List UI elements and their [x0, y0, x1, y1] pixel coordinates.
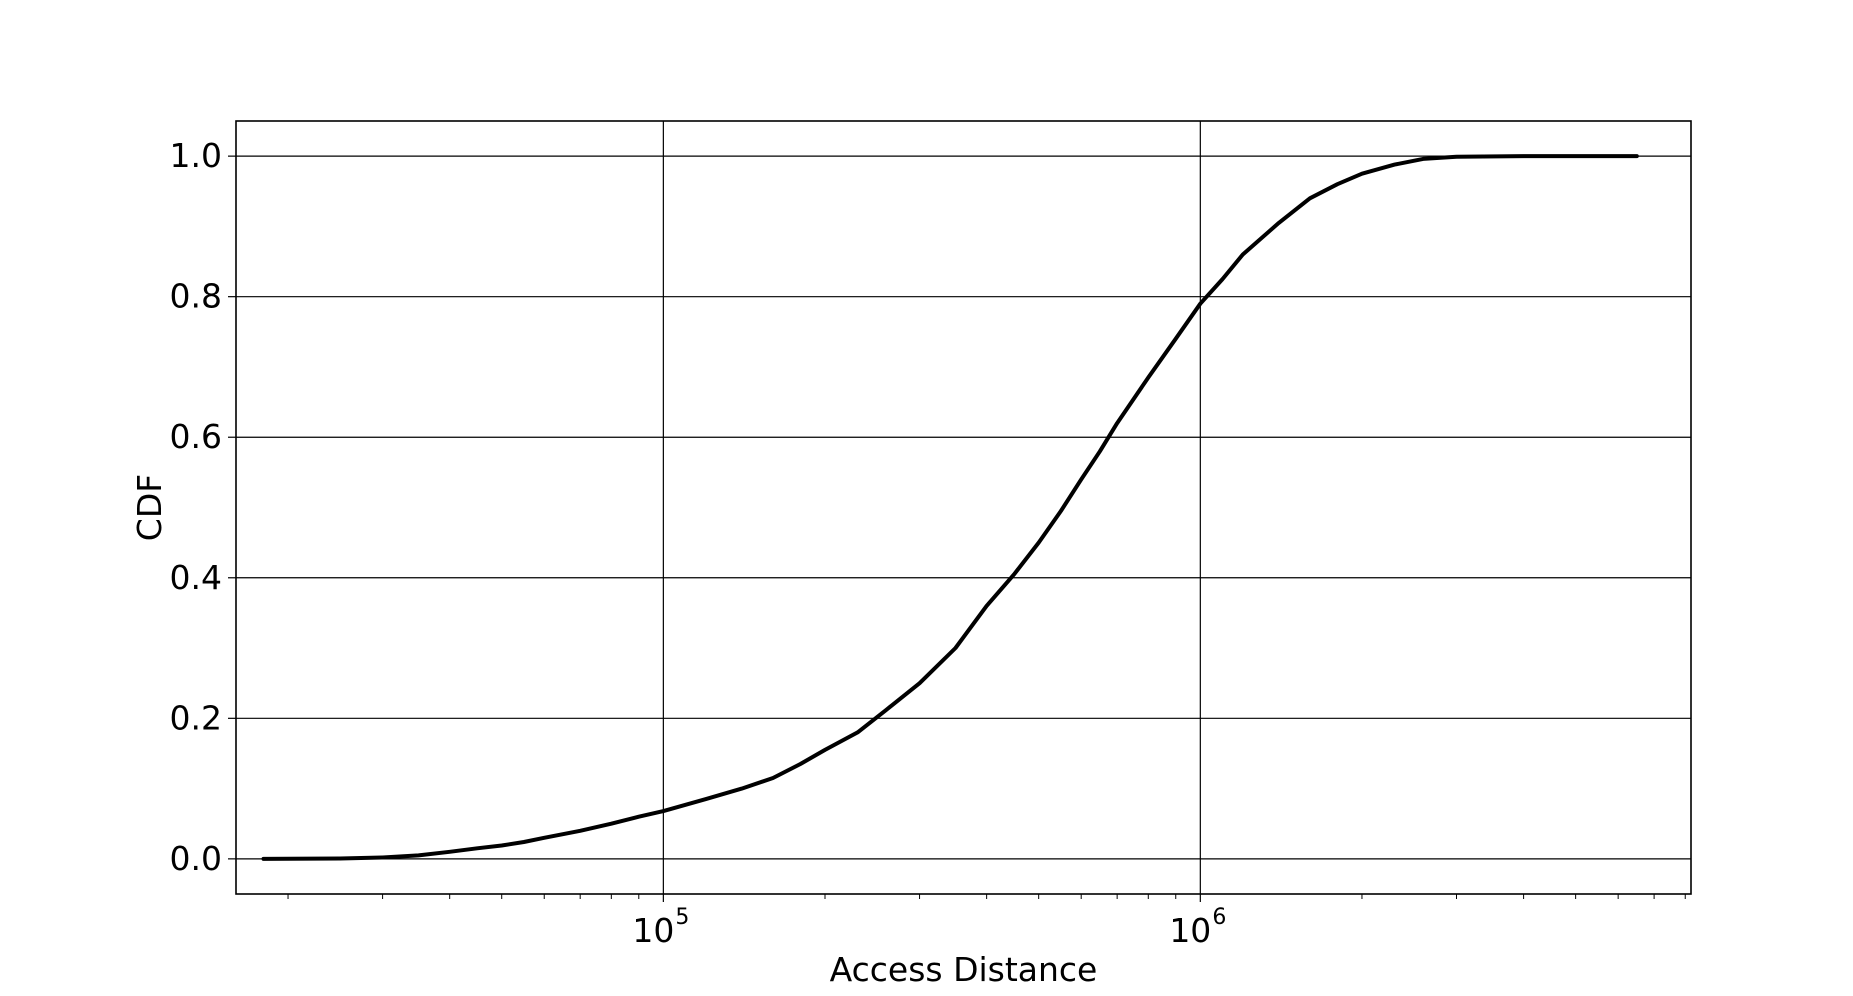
- y-axis-label: CDF: [130, 474, 169, 541]
- cdf-line-series-0: [261, 154, 1639, 861]
- x-tick-label-exponent: 5: [675, 905, 689, 930]
- y-tick-label: 0.4: [170, 558, 222, 597]
- y-tick-label: 0.2: [170, 698, 222, 737]
- x-tick-label-exponent: 6: [1212, 905, 1226, 930]
- x-tick-label: 10: [632, 911, 674, 950]
- x-tick-label: 10: [1169, 911, 1211, 950]
- y-tick-label: 0.6: [170, 417, 222, 456]
- grid: [236, 121, 1691, 894]
- y-tick-labels: 0.0 0.2 0.4 0.6 0.8 1.0: [170, 136, 236, 878]
- x-tick-labels: 10 5 10 6: [632, 894, 1226, 950]
- y-tick-label: 1.0: [170, 136, 222, 175]
- y-tick-label: 0.8: [170, 277, 222, 316]
- x-axis-label: Access Distance: [830, 950, 1098, 989]
- x-minor-ticks: [287, 894, 1686, 899]
- plot-frame: [235, 120, 1692, 895]
- y-tick-label: 0.0: [170, 839, 222, 878]
- series-layer: [261, 154, 1639, 861]
